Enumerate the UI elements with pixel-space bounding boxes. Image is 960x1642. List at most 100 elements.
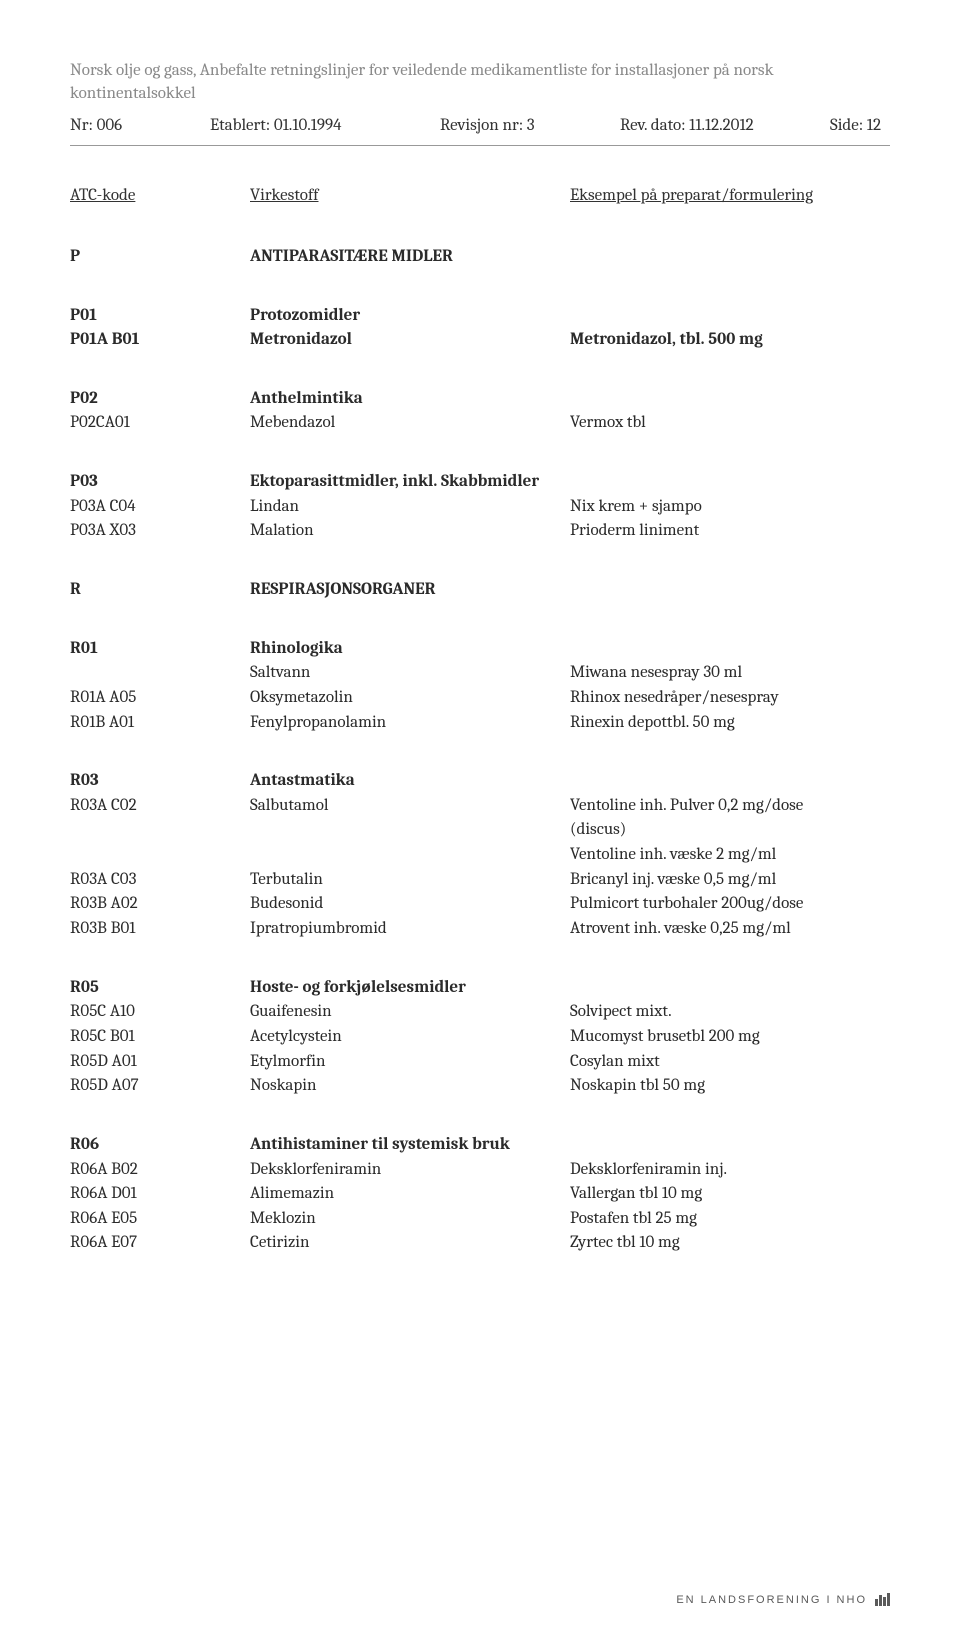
cell-eksempel: Rinexin depottbl. 50 mg <box>570 711 890 736</box>
col-header-eksempel: Eksempel på preparat/formulering <box>570 186 813 205</box>
table-row: R01A A05OksymetazolinRhinox nesedråper/n… <box>70 686 890 711</box>
cell-atc: R03A C03 <box>70 868 250 893</box>
table-section: PANTIPARASITÆRE MIDLER <box>70 245 890 270</box>
footer-text: EN LANDSFORENING I NHO <box>676 1593 890 1606</box>
cell-atc: P01 <box>70 304 250 329</box>
cell-atc: P03A X03 <box>70 519 250 544</box>
cell-eksempel: Noskapin tbl 50 mg <box>570 1074 890 1099</box>
cell-virkestoff: Lindan <box>250 495 570 520</box>
cell-atc: P03 <box>70 470 250 495</box>
cell-virkestoff: Protozomidler <box>250 304 570 329</box>
footer-label: EN LANDSFORENING I NHO <box>676 1594 867 1606</box>
table-section: R06Antihistaminer til systemisk brukR06A… <box>70 1133 890 1256</box>
table-row: R06Antihistaminer til systemisk bruk <box>70 1133 890 1158</box>
cell-atc: R06A D01 <box>70 1182 250 1207</box>
table-row: PANTIPARASITÆRE MIDLER <box>70 245 890 270</box>
cell-atc: R05D A07 <box>70 1074 250 1099</box>
doc-header-meta: Nr: 006 Etablert: 01.10.1994 Revisjon nr… <box>70 116 890 135</box>
cell-atc: P03A C04 <box>70 495 250 520</box>
cell-virkestoff: Anthelmintika <box>250 387 570 412</box>
cell-virkestoff: Hoste- og forkjølelsesmidler <box>250 976 570 1001</box>
cell-virkestoff: Terbutalin <box>250 868 570 893</box>
cell-eksempel <box>570 470 890 495</box>
table-section: RRESPIRASJONSORGANER <box>70 578 890 603</box>
table-row: R06A D01AlimemazinVallergan tbl 10 mg <box>70 1182 890 1207</box>
cell-virkestoff: Etylmorfin <box>250 1050 570 1075</box>
cell-atc: R06A B02 <box>70 1158 250 1183</box>
cell-eksempel: Metronidazol, tbl. 500 mg <box>570 328 890 353</box>
cell-atc: P02CA01 <box>70 411 250 436</box>
cell-virkestoff: Acetylcystein <box>250 1025 570 1050</box>
table-section: P03Ektoparasittmidler, inkl. Skabbmidler… <box>70 470 890 544</box>
cell-eksempel <box>570 578 890 603</box>
cell-atc: R06 <box>70 1133 250 1158</box>
cell-atc: R03B A02 <box>70 892 250 917</box>
table-row: (discus) <box>70 818 890 843</box>
table-row: R06A E05MeklozinPostafen tbl 25 mg <box>70 1207 890 1232</box>
cell-virkestoff: Ektoparasittmidler, inkl. Skabbmidler <box>250 470 570 495</box>
table-row: R01Rhinologika <box>70 637 890 662</box>
table-row: R05D A01EtylmorfinCosylan mixt <box>70 1050 890 1075</box>
cell-virkestoff: Malation <box>250 519 570 544</box>
cell-eksempel <box>570 245 890 270</box>
cell-virkestoff <box>250 843 570 868</box>
table-section: P01ProtozomidlerP01A B01MetronidazolMetr… <box>70 304 890 353</box>
table-row: P01A B01MetronidazolMetronidazol, tbl. 5… <box>70 328 890 353</box>
meta-nr: Nr: 006 <box>70 116 210 135</box>
cell-atc: R01A A05 <box>70 686 250 711</box>
cell-atc: R06A E07 <box>70 1231 250 1256</box>
cell-eksempel: Pulmicort turbohaler 200ug/dose <box>570 892 890 917</box>
cell-eksempel: Mucomyst brusetbl 200 mg <box>570 1025 890 1050</box>
cell-atc: R <box>70 578 250 603</box>
table-row: P03A C04LindanNix krem + sjampo <box>70 495 890 520</box>
table-row: R05C B01AcetylcysteinMucomyst brusetbl 2… <box>70 1025 890 1050</box>
cell-atc: R03A C02 <box>70 794 250 819</box>
cell-eksempel: Bricanyl inj. væske 0,5 mg/ml <box>570 868 890 893</box>
table-section: R05Hoste- og forkjølelsesmidlerR05C A10G… <box>70 976 890 1099</box>
cell-atc: P02 <box>70 387 250 412</box>
meta-revisjon: Revisjon nr: 3 <box>440 116 620 135</box>
table-section: R03AntastmatikaR03A C02SalbutamolVentoli… <box>70 769 890 941</box>
cell-atc: R05C B01 <box>70 1025 250 1050</box>
cell-eksempel: Vermox tbl <box>570 411 890 436</box>
table-row: R06A E07CetirizinZyrtec tbl 10 mg <box>70 1231 890 1256</box>
table-row: R06A B02DeksklorfeniraminDeksklorfeniram… <box>70 1158 890 1183</box>
table-row: P03Ektoparasittmidler, inkl. Skabbmidler <box>70 470 890 495</box>
table-section: R01RhinologikaSaltvannMiwana nesespray 3… <box>70 637 890 736</box>
cell-atc: R05 <box>70 976 250 1001</box>
cell-virkestoff: Noskapin <box>250 1074 570 1099</box>
table-row: R03B B01IpratropiumbromidAtrovent inh. v… <box>70 917 890 942</box>
table-row: P02CA01MebendazolVermox tbl <box>70 411 890 436</box>
cell-eksempel: Deksklorfeniramin inj. <box>570 1158 890 1183</box>
cell-virkestoff: Antihistaminer til systemisk bruk <box>250 1133 570 1158</box>
cell-atc: R06A E05 <box>70 1207 250 1232</box>
cell-atc: P <box>70 245 250 270</box>
cell-virkestoff: Deksklorfeniramin <box>250 1158 570 1183</box>
cell-virkestoff: Meklozin <box>250 1207 570 1232</box>
doc-header-title: Norsk olje og gass, Anbefalte retningsli… <box>70 60 890 106</box>
cell-virkestoff: Alimemazin <box>250 1182 570 1207</box>
table-row: R01B A01FenylpropanolaminRinexin depottb… <box>70 711 890 736</box>
cell-eksempel <box>570 304 890 329</box>
table-row: R03Antastmatika <box>70 769 890 794</box>
table-section: P02AnthelmintikaP02CA01MebendazolVermox … <box>70 387 890 436</box>
table-row: P01Protozomidler <box>70 304 890 329</box>
table-row: RRESPIRASJONSORGANER <box>70 578 890 603</box>
cell-eksempel: Atrovent inh. væske 0,25 mg/ml <box>570 917 890 942</box>
cell-eksempel <box>570 1133 890 1158</box>
table-row: Ventoline inh. væske 2 mg/ml <box>70 843 890 868</box>
cell-eksempel: Ventoline inh. væske 2 mg/ml <box>570 843 890 868</box>
cell-eksempel: Zyrtec tbl 10 mg <box>570 1231 890 1256</box>
cell-atc <box>70 818 250 843</box>
table-row: SaltvannMiwana nesespray 30 ml <box>70 661 890 686</box>
cell-virkestoff <box>250 818 570 843</box>
cell-eksempel <box>570 637 890 662</box>
meta-side: Side: 12 <box>830 116 881 135</box>
cell-eksempel <box>570 769 890 794</box>
cell-virkestoff: Fenylpropanolamin <box>250 711 570 736</box>
table-row: R03A C03TerbutalinBricanyl inj. væske 0,… <box>70 868 890 893</box>
cell-atc: R03B B01 <box>70 917 250 942</box>
cell-virkestoff: Budesonid <box>250 892 570 917</box>
cell-eksempel <box>570 976 890 1001</box>
table-row: R05Hoste- og forkjølelsesmidler <box>70 976 890 1001</box>
